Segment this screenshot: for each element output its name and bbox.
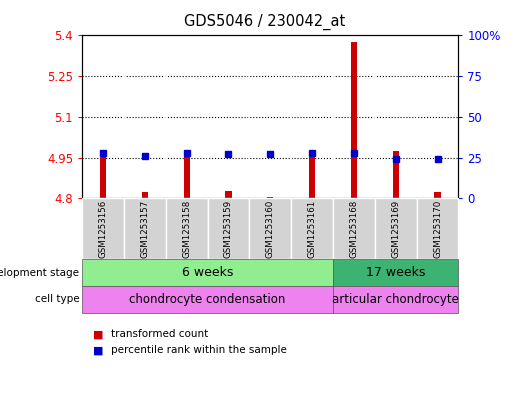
Bar [183, 151, 190, 198]
Text: chondrocyte condensation: chondrocyte condensation [129, 293, 286, 306]
Text: GSM1253161: GSM1253161 [307, 200, 316, 258]
Text: percentile rank within the sample: percentile rank within the sample [111, 345, 287, 355]
Text: GSM1253168: GSM1253168 [349, 200, 358, 258]
Text: transformed count: transformed count [111, 329, 208, 340]
Text: GDS5046 / 230042_at: GDS5046 / 230042_at [184, 14, 346, 30]
Text: GSM1253159: GSM1253159 [224, 200, 233, 258]
Bar [267, 197, 273, 198]
Bar [351, 42, 357, 198]
Bar [393, 151, 399, 198]
Text: ▶: ▶ [83, 294, 91, 305]
Text: GSM1253158: GSM1253158 [182, 200, 191, 258]
Text: ■: ■ [93, 329, 103, 340]
Text: 6 weeks: 6 weeks [182, 266, 233, 279]
Text: cell type: cell type [35, 294, 80, 305]
Text: GSM1253169: GSM1253169 [391, 200, 400, 258]
Text: GSM1253160: GSM1253160 [266, 200, 275, 258]
Text: GSM1253157: GSM1253157 [140, 200, 149, 258]
Bar [309, 156, 315, 198]
Text: articular chondrocyte: articular chondrocyte [332, 293, 459, 306]
Text: GSM1253170: GSM1253170 [433, 200, 442, 258]
Bar [225, 191, 232, 198]
Text: ▶: ▶ [83, 268, 91, 278]
Text: ■: ■ [93, 345, 103, 355]
Bar [435, 192, 440, 198]
Bar [100, 153, 106, 198]
Bar [142, 193, 148, 198]
Text: GSM1253156: GSM1253156 [99, 200, 108, 258]
Text: development stage: development stage [0, 268, 80, 278]
Text: 17 weeks: 17 weeks [366, 266, 426, 279]
